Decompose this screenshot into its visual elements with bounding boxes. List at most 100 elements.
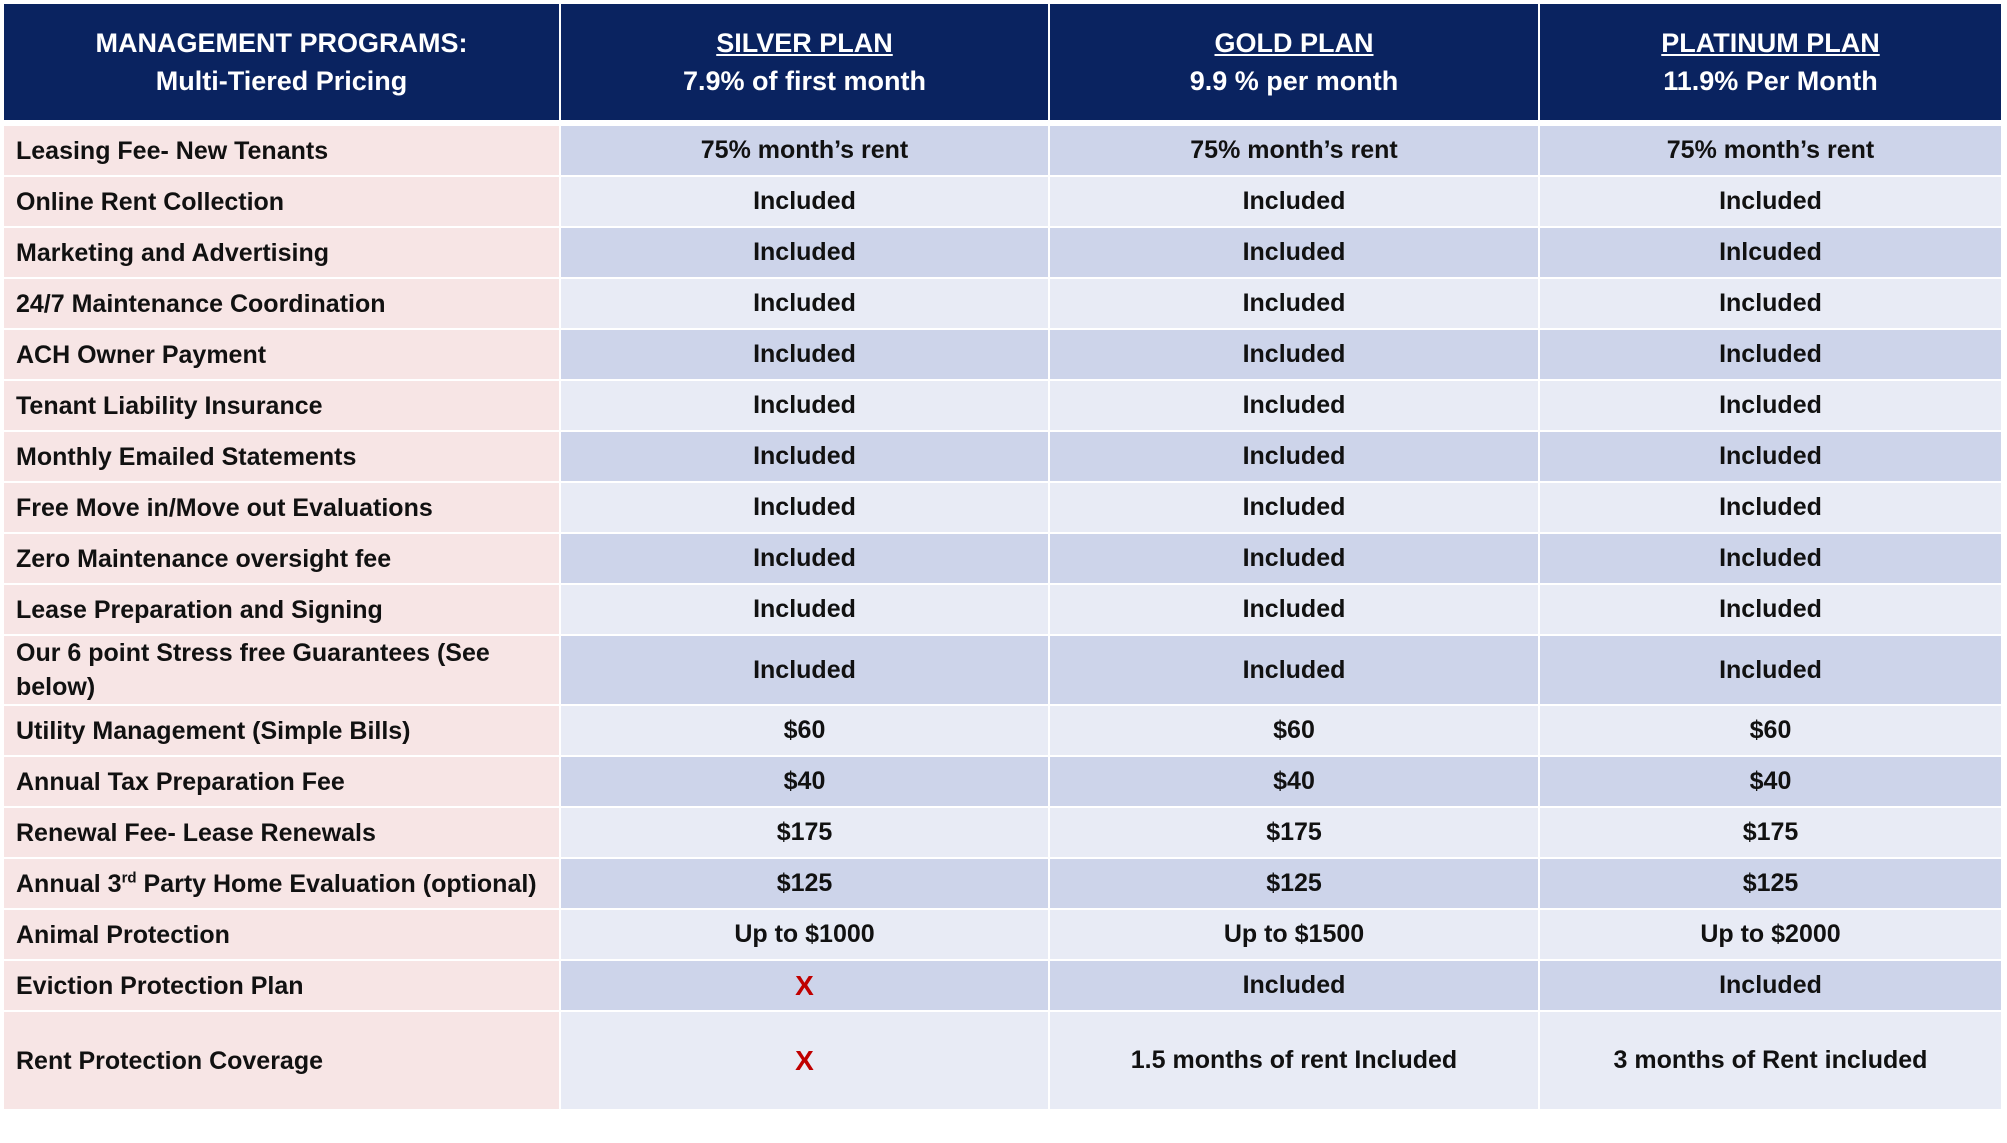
gold-value: Included (1048, 481, 1540, 534)
platinum-value: Included (1538, 481, 2003, 534)
platinum-value: Included (1538, 532, 2003, 585)
feature-label: Annual 3rd Party Home Evaluation (option… (2, 857, 561, 910)
silver-value: Included (559, 532, 1050, 585)
feature-label: Renewal Fee- Lease Renewals (2, 806, 561, 859)
not-included-x-mark: X (795, 1044, 814, 1076)
table-body: Leasing Fee- New Tenants 75% month’s ren… (2, 122, 2003, 1111)
header-title: MANAGEMENT PROGRAMS: (95, 28, 468, 58)
table-row: Lease Preparation and Signing Included I… (2, 583, 2003, 636)
table-row: Free Move in/Move out Evaluations Includ… (2, 481, 2003, 534)
table-row: Zero Maintenance oversight fee Included … (2, 532, 2003, 585)
silver-value: Included (559, 379, 1050, 432)
feature-label: Zero Maintenance oversight fee (2, 532, 561, 585)
gold-value: Included (1048, 532, 1540, 585)
gold-value: $40 (1048, 755, 1540, 808)
feature-label: Animal Protection (2, 908, 561, 961)
silver-value: Included (559, 328, 1050, 381)
silver-plan-rate: 7.9% of first month (682, 66, 926, 96)
platinum-value: Included (1538, 959, 2003, 1012)
table-header: MANAGEMENT PROGRAMS: Multi-Tiered Pricin… (2, 2, 2003, 126)
silver-value: $60 (559, 704, 1050, 757)
gold-value: 1.5 months of rent Included (1048, 1010, 1540, 1111)
table-row: Animal Protection Up to $1000 Up to $150… (2, 908, 2003, 961)
table-row: Annual Tax Preparation Fee $40 $40 $40 (2, 755, 2003, 808)
platinum-value: Included (1538, 634, 2003, 706)
gold-value: Included (1048, 379, 1540, 432)
silver-value: $40 (559, 755, 1050, 808)
gold-value: $125 (1048, 857, 1540, 910)
gold-value: Included (1048, 634, 1540, 706)
table-row: Our 6 point Stress free Guarantees (See … (2, 634, 2003, 706)
platinum-value: 3 months of Rent included (1538, 1010, 2003, 1111)
feature-label: 24/7 Maintenance Coordination (2, 277, 561, 330)
table-row: Leasing Fee- New Tenants 75% month’s ren… (2, 122, 2003, 177)
feature-label: Lease Preparation and Signing (2, 583, 561, 636)
feature-label-post: Party Home Evaluation (optional) (136, 869, 537, 898)
feature-label: Rent Protection Coverage (2, 1010, 561, 1111)
silver-value: Included (559, 226, 1050, 279)
table-row: Utility Management (Simple Bills) $60 $6… (2, 704, 2003, 757)
platinum-value: $40 (1538, 755, 2003, 808)
feature-label: ACH Owner Payment (2, 328, 561, 381)
gold-value: Included (1048, 226, 1540, 279)
feature-label: Our 6 point Stress free Guarantees (See … (2, 634, 561, 706)
table-row: Online Rent Collection Included Included… (2, 175, 2003, 228)
gold-value: 75% month’s rent (1048, 122, 1540, 177)
header-row: MANAGEMENT PROGRAMS: Multi-Tiered Pricin… (2, 2, 2003, 126)
gold-value: Included (1048, 959, 1540, 1012)
platinum-value: Included (1538, 175, 2003, 228)
gold-value: $175 (1048, 806, 1540, 859)
platinum-value: $60 (1538, 704, 2003, 757)
platinum-value: Inlcuded (1538, 226, 2003, 279)
silver-value: X (559, 959, 1050, 1012)
silver-value: 75% month’s rent (559, 122, 1050, 177)
platinum-plan-rate: 11.9% Per Month (1663, 66, 1878, 96)
gold-value: $60 (1048, 704, 1540, 757)
platinum-value: Included (1538, 379, 2003, 432)
feature-label: Leasing Fee- New Tenants (2, 122, 561, 177)
gold-plan-name: GOLD PLAN (1214, 28, 1374, 58)
header-subtitle: Multi-Tiered Pricing (155, 66, 408, 96)
feature-label: Eviction Protection Plan (2, 959, 561, 1012)
platinum-value: $125 (1538, 857, 2003, 910)
gold-value: Included (1048, 175, 1540, 228)
platinum-value: Included (1538, 328, 2003, 381)
silver-value: $125 (559, 857, 1050, 910)
platinum-value: $175 (1538, 806, 2003, 859)
silver-value: Included (559, 430, 1050, 483)
platinum-value: 75% month’s rent (1538, 122, 2003, 177)
silver-value: Included (559, 175, 1050, 228)
gold-value: Included (1048, 430, 1540, 483)
gold-plan-header: GOLD PLAN 9.9 % per month (1048, 2, 1540, 126)
silver-value: Included (559, 277, 1050, 330)
silver-value: X (559, 1010, 1050, 1111)
silver-plan-header: SILVER PLAN 7.9% of first month (559, 2, 1050, 126)
gold-plan-rate: 9.9 % per month (1189, 66, 1399, 96)
silver-value: Included (559, 481, 1050, 534)
pricing-table: MANAGEMENT PROGRAMS: Multi-Tiered Pricin… (2, 2, 2003, 1111)
table-row: ACH Owner Payment Included Included Incl… (2, 328, 2003, 381)
platinum-plan-name: PLATINUM PLAN (1661, 28, 1880, 58)
table-row: Monthly Emailed Statements Included Incl… (2, 430, 2003, 483)
table-row: 24/7 Maintenance Coordination Included I… (2, 277, 2003, 330)
ordinal-superscript: rd (121, 869, 137, 887)
platinum-value: Included (1538, 430, 2003, 483)
gold-value: Included (1048, 583, 1540, 636)
platinum-value: Up to $2000 (1538, 908, 2003, 961)
gold-value: Included (1048, 328, 1540, 381)
silver-value: $175 (559, 806, 1050, 859)
feature-label: Online Rent Collection (2, 175, 561, 228)
table-row: Renewal Fee- Lease Renewals $175 $175 $1… (2, 806, 2003, 859)
feature-label: Annual Tax Preparation Fee (2, 755, 561, 808)
header-title-cell: MANAGEMENT PROGRAMS: Multi-Tiered Pricin… (2, 2, 561, 126)
table-row: Marketing and Advertising Included Inclu… (2, 226, 2003, 279)
platinum-plan-header: PLATINUM PLAN 11.9% Per Month (1538, 2, 2003, 126)
feature-label: Tenant Liability Insurance (2, 379, 561, 432)
silver-plan-name: SILVER PLAN (716, 28, 893, 58)
silver-value: Up to $1000 (559, 908, 1050, 961)
not-included-x-mark: X (795, 969, 814, 1001)
feature-label: Marketing and Advertising (2, 226, 561, 279)
table-row: Rent Protection Coverage X 1.5 months of… (2, 1010, 2003, 1111)
table-row: Annual 3rd Party Home Evaluation (option… (2, 857, 2003, 910)
feature-label-pre: Annual 3 (16, 869, 122, 898)
